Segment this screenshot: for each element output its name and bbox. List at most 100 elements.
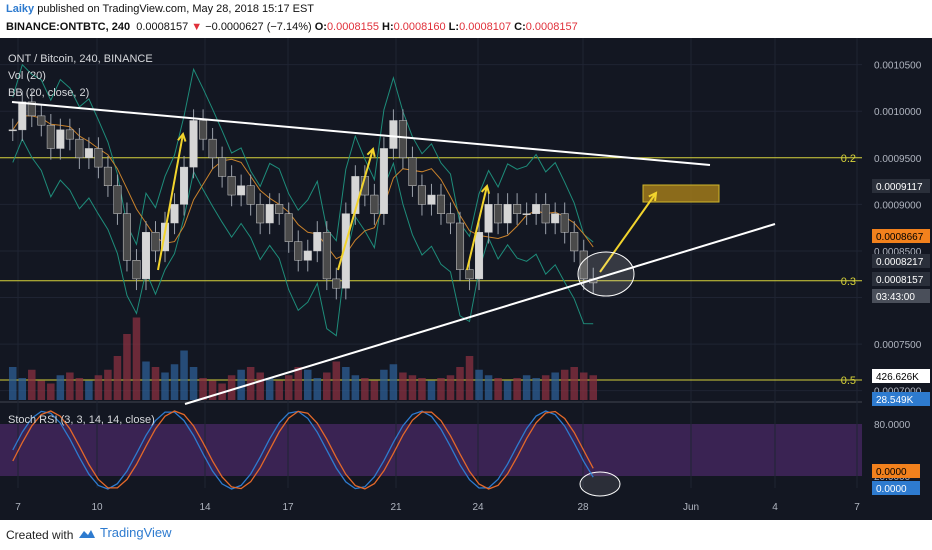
candle-body	[256, 204, 265, 224]
volume-bar	[532, 378, 540, 400]
candle-body	[75, 138, 84, 159]
candle-body	[103, 166, 112, 186]
volume-bar	[104, 369, 112, 400]
arrow-head-icon	[177, 131, 187, 142]
rsi-badge-label: 0.0000	[876, 484, 907, 495]
candle-body	[446, 213, 455, 224]
volume-legend: Vol (20)	[8, 70, 46, 82]
descending-trendline	[11, 101, 711, 166]
price-badge	[872, 254, 930, 268]
last-price: 0.0008157	[136, 21, 189, 33]
ascending-trendline	[184, 223, 776, 405]
candle-body	[551, 213, 560, 224]
symbol-label: BINANCE:ONTBTC, 240	[6, 21, 131, 33]
arrow-icon	[157, 133, 184, 271]
price-badge-label: 0.0008157	[876, 275, 924, 286]
high-label: H:	[382, 21, 394, 33]
footer: Created with TradingView	[0, 520, 932, 550]
candle-body	[341, 213, 350, 289]
down-arrow-icon: ▼	[191, 21, 203, 33]
volume-bar	[408, 375, 417, 400]
candle-body	[8, 129, 17, 132]
time-tick-label: Jun	[683, 502, 699, 513]
volume-bar	[437, 378, 445, 400]
volume-bar	[427, 380, 436, 400]
volume-bar	[75, 378, 84, 400]
volume-bar	[342, 367, 350, 400]
fib-level-label: 0.3	[841, 276, 856, 288]
volume-bar	[361, 378, 369, 400]
chart-area[interactable]: 0.0010500 0.0010000 0.0009500 0.0009000 0.00…	[0, 38, 932, 520]
volume-bar	[522, 375, 531, 400]
stoch-d-line	[12, 410, 594, 490]
close-label: C:	[514, 21, 526, 33]
candle-body	[132, 260, 141, 280]
bb-upper-band	[12, 63, 594, 246]
candle-body	[56, 129, 65, 149]
volume-bar	[132, 317, 141, 400]
volume-bar	[227, 375, 236, 400]
candle-body	[389, 120, 398, 149]
volume-bar	[180, 350, 188, 400]
volume-bar	[579, 372, 588, 400]
volume-bar	[589, 375, 597, 400]
candle-body	[151, 232, 160, 252]
price-badge	[872, 392, 930, 406]
arrow-icon	[599, 192, 657, 273]
rsi-badge	[872, 464, 920, 478]
candle-body	[456, 222, 465, 270]
time-tick-label: 21	[390, 502, 402, 513]
candle-body	[322, 232, 331, 280]
rsi-legend: Stoch RSI (3, 3, 14, 14, close)	[8, 414, 155, 426]
candle-body	[199, 120, 208, 140]
volume-bar	[18, 378, 27, 400]
candle-body	[227, 176, 236, 196]
volume-bar	[494, 378, 502, 400]
volume-bar	[256, 372, 264, 400]
candle-body	[398, 120, 407, 159]
volume-bar	[237, 369, 245, 400]
candle-body	[18, 101, 27, 131]
bb-legend: BB (20, close, 2)	[8, 87, 89, 99]
volume-bar	[199, 378, 207, 400]
candle-body	[417, 185, 426, 205]
volume-bar	[513, 378, 521, 400]
publish-info: published on TradingView.com, May 28, 20…	[37, 3, 315, 15]
candle-body	[265, 204, 274, 224]
volume-bar	[313, 378, 322, 400]
author-name[interactable]: Laiky	[6, 3, 35, 15]
volume-bar	[275, 380, 283, 400]
time-tick-label: 17	[282, 502, 294, 513]
candle-body	[408, 157, 417, 186]
volume-bar	[446, 375, 455, 400]
price-tick-label: 0.0009500	[874, 154, 922, 165]
candle-body	[37, 115, 46, 126]
candle-body	[465, 269, 474, 280]
open-value: 0.0008155	[326, 21, 379, 33]
candle-body	[503, 204, 512, 224]
price-badge	[872, 179, 930, 193]
candle-body	[46, 124, 55, 149]
volume-bar	[123, 334, 131, 400]
tradingview-logo-icon	[79, 529, 95, 538]
created-with-label: Created with	[6, 528, 74, 542]
arrow-head-icon	[480, 183, 491, 194]
volume-bar	[66, 372, 74, 400]
price-tick-label: 0.0008500	[874, 247, 922, 258]
candle-body	[541, 204, 550, 224]
candle-body	[189, 120, 198, 168]
volume-bar	[113, 356, 122, 400]
tradingview-link[interactable]: TradingView	[78, 525, 172, 540]
candle-body	[332, 278, 341, 289]
time-tick-label: 14	[199, 502, 211, 513]
candle-body	[560, 213, 569, 233]
time-tick-label: 7	[854, 502, 860, 513]
price-badge-label: 426.626K	[876, 372, 919, 383]
candle-body	[379, 148, 388, 214]
candle-body	[436, 194, 445, 214]
volume-bar	[208, 380, 217, 400]
chart-svg[interactable]: 0.0010500 0.0010000 0.0009500 0.0009000 0.00…	[0, 38, 932, 520]
volume-bar	[332, 361, 341, 400]
candle-body	[94, 148, 103, 168]
close-value: 0.0008157	[525, 21, 578, 33]
